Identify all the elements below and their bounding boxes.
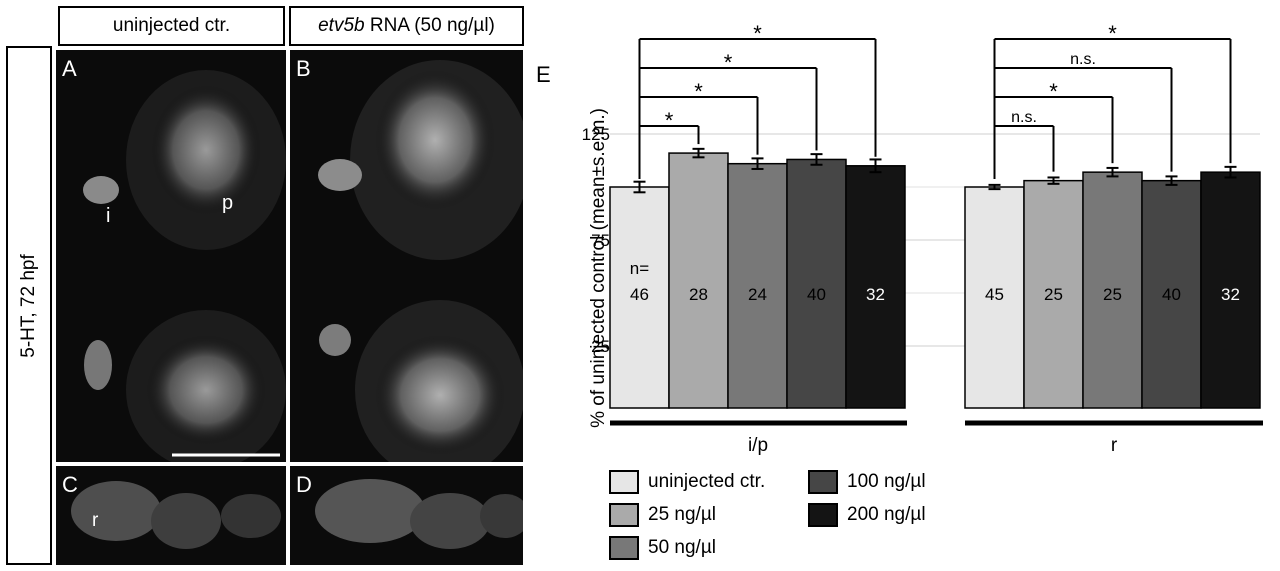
- micrograph-panel-a: A i p: [56, 50, 286, 462]
- bar-r-0: [964, 186, 1025, 409]
- bar-chart-e: E 25 75 125 % of uninjected control (mean±…: [536, 21, 1263, 456]
- y-tick-label-125: 125: [582, 125, 610, 144]
- label-r: r: [92, 510, 99, 531]
- significance-label-r-1: *: [1049, 79, 1058, 104]
- legend-label-4: 200 ng/µl: [847, 504, 926, 525]
- bar-i/p-1: [668, 152, 729, 409]
- y-tick-label-75: 75: [591, 231, 610, 250]
- micrograph-c-image: [71, 481, 281, 549]
- bar-r-3: [1141, 179, 1202, 409]
- micrograph-b-image: [318, 60, 523, 462]
- panel-label-b: B: [296, 56, 311, 81]
- legend-label-3: 100 ng/µl: [847, 471, 926, 492]
- n-label-r-2: 25: [1103, 285, 1122, 304]
- legend-label-1: 25 ng/µl: [648, 504, 716, 525]
- micrograph-panel-d: D: [290, 466, 523, 565]
- significance-brackets: * * * * n.s. * n.s. *: [638, 21, 1232, 179]
- legend-item-0: uninjected ctr.: [609, 470, 765, 494]
- n-prefix-label: n=: [630, 259, 649, 278]
- significance-label-i/p-1: *: [694, 79, 703, 104]
- significance-label-r-2: n.s.: [1070, 51, 1096, 68]
- legend-item-2: 50 ng/µl: [609, 536, 716, 560]
- legend-swatch-4: [808, 503, 838, 527]
- n-label-i/p-3: 40: [807, 285, 826, 304]
- n-label-i/p-2: 24: [748, 285, 767, 304]
- significance-label-r-3: *: [1108, 21, 1117, 46]
- bar-r-4: [1200, 171, 1261, 409]
- legend-item-1: 25 ng/µl: [609, 503, 716, 527]
- bar-i/p-3: [786, 158, 847, 409]
- y-axis-label: % of uninjected control (mean±s.e.m.): [588, 108, 609, 428]
- significance-label-i/p-3: *: [753, 21, 762, 46]
- micrograph-panel-b: B: [290, 50, 523, 462]
- side-label-text: 5-HT, 72 hpf: [18, 253, 39, 358]
- panel-label-e: E: [536, 62, 551, 87]
- micrograph-a-image: [83, 70, 286, 462]
- n-label-r-4: 32: [1221, 285, 1240, 304]
- significance-label-r-0: n.s.: [1011, 109, 1037, 126]
- panel-label-d: D: [296, 472, 312, 497]
- micrograph-panel-c: C r: [56, 466, 286, 565]
- group-axis: i/p r: [610, 420, 1263, 456]
- label-p: p: [222, 192, 234, 214]
- header-etv5b-italic: etv5b: [318, 15, 365, 36]
- legend-item-4: 200 ng/µl: [808, 503, 926, 527]
- legend-item-3: 100 ng/µl: [808, 470, 926, 494]
- side-label-box: 5-HT, 72 hpf: [6, 46, 52, 565]
- y-ticks: 25 75 125: [582, 125, 610, 356]
- n-label-r-3: 40: [1162, 285, 1181, 304]
- n-label-r-1: 25: [1044, 285, 1063, 304]
- significance-label-i/p-0: *: [665, 108, 674, 133]
- significance-label-i/p-2: *: [724, 50, 733, 75]
- micrograph-d-image: [315, 479, 523, 549]
- legend-label-2: 50 ng/µl: [648, 537, 716, 558]
- bar-r-2: [1082, 171, 1143, 409]
- legend-swatch-2: [609, 536, 639, 560]
- header-etv5b-rest: RNA (50 ng/µl): [364, 15, 495, 36]
- header-etv5b-rna: etv5b RNA (50 ng/µl): [289, 6, 524, 46]
- legend-label-0: uninjected ctr.: [648, 471, 766, 492]
- legend-swatch-1: [609, 503, 639, 527]
- panel-label-a: A: [62, 56, 77, 81]
- n-label-i/p-1: 28: [689, 285, 708, 304]
- bars: n= 46 28 24 40 32 45 25 25 40 32: [609, 147, 1261, 409]
- bar-r-1: [1023, 179, 1084, 409]
- legend-swatch-3: [808, 470, 838, 494]
- n-label-i/p-0: 46: [630, 285, 649, 304]
- header-uninjected-label: uninjected ctr.: [112, 15, 231, 36]
- group-label-r: r: [1111, 435, 1118, 456]
- bar-i/p-0: [609, 186, 670, 409]
- group-label-i/p: i/p: [748, 435, 768, 456]
- label-i: i: [106, 205, 111, 227]
- y-tick-label-25: 25: [591, 337, 610, 356]
- n-label-i/p-4: 32: [866, 285, 885, 304]
- n-label-r-0: 45: [985, 285, 1004, 304]
- legend-swatch-0: [609, 470, 639, 494]
- header-uninjected-control: uninjected ctr.: [58, 6, 285, 46]
- panel-label-c: C: [62, 472, 78, 497]
